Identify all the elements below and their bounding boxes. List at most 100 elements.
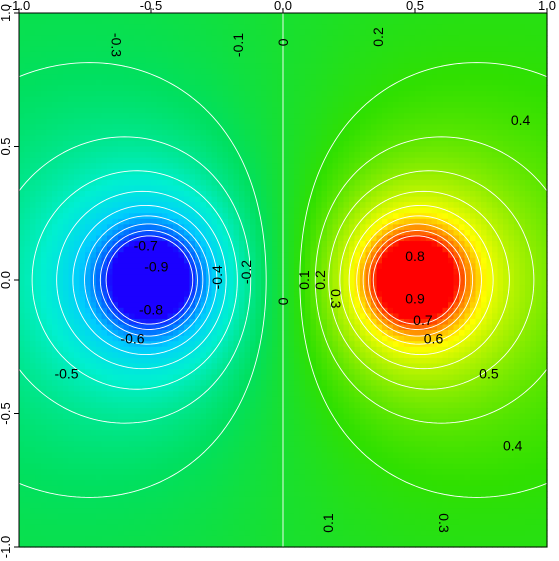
heatmap-cell (118, 480, 125, 487)
heatmap-cell (24, 357, 31, 365)
heatmap-cell (200, 435, 207, 442)
heatmap-cell (283, 485, 290, 492)
heatmap-cell (167, 63, 174, 70)
heatmap-cell (79, 51, 86, 59)
heatmap-cell (222, 313, 229, 320)
heatmap-cell (52, 413, 59, 420)
heatmap-cell (30, 357, 37, 365)
heatmap-cell (184, 419, 191, 426)
heatmap-cell (277, 268, 284, 276)
heatmap-cell (244, 380, 251, 387)
heatmap-cell (288, 35, 295, 42)
heatmap-cell (239, 446, 246, 454)
heatmap-cell (151, 413, 158, 420)
heatmap-cell (90, 79, 97, 86)
heatmap-cell (112, 430, 119, 437)
heatmap-cell (41, 129, 48, 136)
heatmap-cell (283, 57, 290, 64)
heatmap-cell (123, 419, 130, 426)
heatmap-cell (217, 313, 224, 320)
heatmap-cell (162, 407, 169, 415)
heatmap-cell (79, 74, 86, 81)
heatmap-cell (101, 530, 108, 537)
heatmap-cell (57, 40, 64, 47)
heatmap-cell (288, 213, 295, 220)
heatmap-cell (277, 374, 284, 381)
heatmap-cell (277, 202, 284, 209)
heatmap-cell (255, 419, 262, 426)
heatmap-cell (299, 179, 306, 187)
heatmap-cell (123, 524, 130, 531)
heatmap-cell (222, 157, 229, 164)
heatmap-cell (167, 369, 174, 376)
heatmap-cell (294, 235, 301, 242)
heatmap-cell (145, 346, 152, 353)
heatmap-cell (151, 135, 158, 142)
heatmap-cell (68, 207, 75, 214)
heatmap-cell (288, 402, 295, 409)
heatmap-cell (217, 107, 224, 114)
heatmap-cell (151, 174, 158, 181)
heatmap-cell (239, 74, 246, 81)
heatmap-cell (255, 118, 262, 125)
heatmap-cell (189, 407, 196, 415)
heatmap-cell (211, 441, 218, 448)
heatmap-cell (90, 24, 97, 31)
heatmap-cell (134, 357, 141, 365)
heatmap-cell (140, 502, 147, 509)
heatmap-cell (233, 96, 240, 103)
heatmap-cell (101, 102, 108, 109)
heatmap-cell (250, 380, 257, 387)
heatmap-cell (24, 413, 31, 420)
heatmap-cell (112, 163, 119, 170)
heatmap-cell (46, 68, 53, 75)
heatmap-cell (250, 485, 257, 492)
heatmap-cell (41, 485, 48, 492)
heatmap-cell (90, 107, 97, 114)
heatmap-cell (189, 341, 196, 348)
heatmap-cell (250, 74, 257, 81)
heatmap-cell (85, 191, 92, 198)
heatmap-cell (288, 29, 295, 36)
heatmap-cell (217, 85, 224, 92)
heatmap-cell (112, 113, 119, 120)
heatmap-cell (52, 24, 59, 31)
heatmap-cell (189, 74, 196, 81)
heatmap-cell (19, 435, 26, 442)
heatmap-cell (57, 474, 64, 481)
heatmap-cell (134, 513, 141, 520)
heatmap-cell (244, 346, 251, 353)
heatmap-cell (250, 102, 257, 109)
heatmap-cell (167, 313, 174, 320)
heatmap-cell (129, 452, 136, 459)
heatmap-cell (189, 191, 196, 198)
heatmap-cell (41, 513, 48, 520)
heatmap-cell (189, 257, 196, 264)
heatmap-cell (178, 274, 185, 281)
heatmap-cell (118, 224, 125, 231)
heatmap-cell (200, 519, 207, 526)
heatmap-cell (233, 241, 240, 248)
heatmap-cell (101, 252, 108, 259)
heatmap-cell (250, 396, 257, 403)
heatmap-cell (167, 341, 174, 348)
heatmap-cell (178, 68, 185, 75)
heatmap-cell (299, 252, 306, 259)
heatmap-cell (145, 268, 152, 276)
heatmap-cell (228, 352, 235, 359)
heatmap-cell (35, 513, 42, 520)
heatmap-cell (85, 196, 92, 203)
heatmap-cell (63, 157, 70, 164)
heatmap-cell (68, 496, 75, 504)
heatmap-cell (277, 396, 284, 403)
heatmap-cell (288, 541, 295, 548)
heatmap-cell (52, 246, 59, 253)
heatmap-cell (24, 13, 31, 20)
heatmap-cell (222, 352, 229, 359)
heatmap-cell (19, 163, 26, 170)
heatmap-cell (288, 257, 295, 264)
heatmap-cell (19, 168, 26, 175)
heatmap-cell (145, 513, 152, 520)
heatmap-cell (112, 385, 119, 392)
heatmap-cell (211, 318, 218, 326)
